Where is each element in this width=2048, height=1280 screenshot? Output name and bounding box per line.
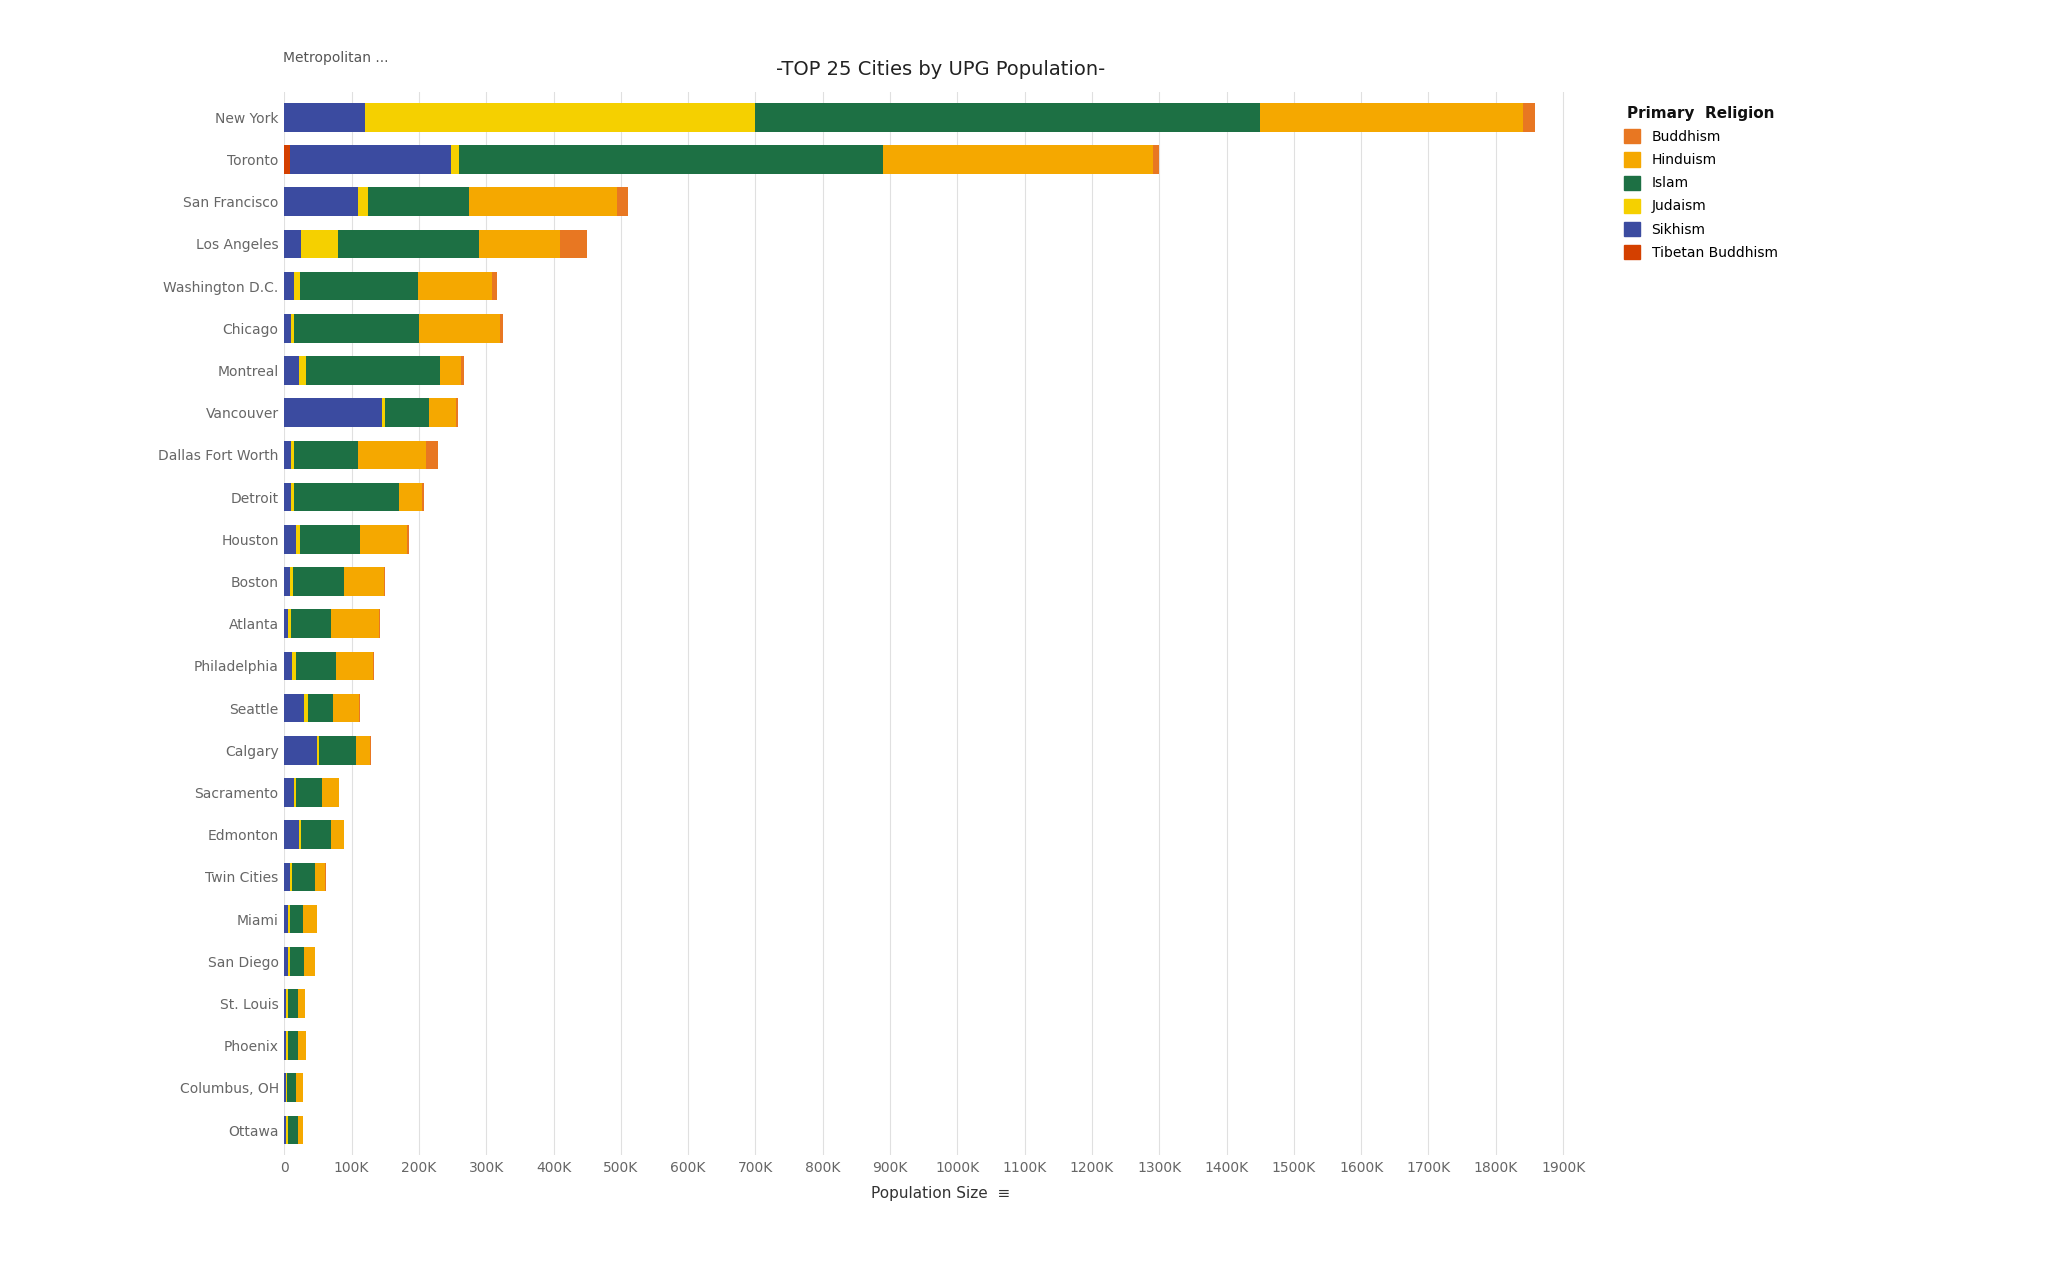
Bar xyxy=(299,271,418,301)
Bar xyxy=(305,694,307,722)
Bar xyxy=(428,398,457,428)
Bar xyxy=(285,820,299,849)
Bar xyxy=(461,356,465,385)
Bar xyxy=(295,314,420,343)
Bar xyxy=(315,863,326,891)
Bar xyxy=(287,609,291,637)
Bar xyxy=(285,398,381,428)
Bar xyxy=(285,145,289,174)
Bar xyxy=(285,652,293,680)
Bar xyxy=(297,1116,303,1144)
Bar xyxy=(285,694,305,722)
Bar xyxy=(285,736,317,764)
Bar xyxy=(299,525,360,554)
Title: -TOP 25 Cities by UPG Population-: -TOP 25 Cities by UPG Population- xyxy=(776,60,1106,79)
Bar xyxy=(285,778,295,806)
Bar xyxy=(303,905,317,933)
Bar xyxy=(307,694,334,722)
Bar xyxy=(285,483,291,512)
Text: Metropolitan ...: Metropolitan ... xyxy=(283,51,389,65)
Bar xyxy=(285,567,289,595)
Bar xyxy=(285,271,295,301)
Bar xyxy=(293,652,295,680)
Bar xyxy=(285,229,301,259)
Bar xyxy=(322,778,338,806)
Bar xyxy=(301,820,332,849)
Bar xyxy=(293,567,344,595)
Bar xyxy=(291,440,295,470)
Bar xyxy=(297,1074,303,1102)
Bar xyxy=(297,778,322,806)
Bar xyxy=(1524,102,1534,132)
Bar xyxy=(285,440,291,470)
Bar xyxy=(360,525,408,554)
Legend: Buddhism, Hinduism, Islam, Judaism, Sikhism, Tibetan Buddhism: Buddhism, Hinduism, Islam, Judaism, Sikh… xyxy=(1616,99,1784,266)
Bar xyxy=(285,187,358,216)
Bar xyxy=(285,314,291,343)
Bar xyxy=(301,229,338,259)
Bar xyxy=(883,145,1153,174)
Bar xyxy=(356,736,371,764)
Bar xyxy=(492,271,498,301)
Bar xyxy=(305,947,315,975)
Bar xyxy=(420,314,500,343)
Bar xyxy=(358,440,426,470)
Bar xyxy=(287,989,299,1018)
Bar xyxy=(287,1116,297,1144)
Bar xyxy=(285,525,297,554)
Bar xyxy=(285,863,289,891)
Bar xyxy=(297,525,299,554)
Bar xyxy=(561,229,588,259)
Bar xyxy=(418,271,492,301)
Bar xyxy=(285,356,299,385)
Bar xyxy=(459,145,883,174)
Bar xyxy=(426,440,438,470)
Bar xyxy=(319,736,356,764)
Bar xyxy=(291,609,332,637)
Bar xyxy=(399,483,422,512)
Bar xyxy=(291,483,295,512)
Bar xyxy=(289,145,451,174)
Bar xyxy=(285,947,287,975)
Bar xyxy=(332,609,379,637)
Bar xyxy=(291,863,315,891)
Bar xyxy=(369,187,469,216)
Bar xyxy=(297,1032,305,1060)
Bar xyxy=(289,905,303,933)
Bar xyxy=(289,947,305,975)
Bar xyxy=(500,314,504,343)
Bar xyxy=(289,567,293,595)
Bar xyxy=(285,905,287,933)
Bar xyxy=(287,1032,297,1060)
Bar xyxy=(440,356,461,385)
Bar xyxy=(451,145,459,174)
Bar xyxy=(381,398,385,428)
Bar xyxy=(295,440,358,470)
Bar xyxy=(756,102,1260,132)
Bar xyxy=(336,652,373,680)
Bar xyxy=(285,609,287,637)
Bar xyxy=(299,989,305,1018)
Bar xyxy=(479,229,561,259)
Bar xyxy=(291,314,295,343)
Bar xyxy=(305,356,440,385)
Bar xyxy=(332,820,344,849)
Bar xyxy=(295,652,336,680)
Bar xyxy=(299,356,305,385)
Bar xyxy=(385,398,428,428)
Bar xyxy=(358,187,369,216)
Bar xyxy=(365,102,756,132)
Bar xyxy=(1260,102,1524,132)
Bar xyxy=(338,229,479,259)
Bar xyxy=(469,187,616,216)
Bar xyxy=(344,567,383,595)
X-axis label: Population Size  ≡: Population Size ≡ xyxy=(870,1187,1010,1201)
Bar xyxy=(295,483,399,512)
Bar xyxy=(1153,145,1159,174)
Bar xyxy=(334,694,358,722)
Bar xyxy=(285,102,365,132)
Bar xyxy=(616,187,627,216)
Bar xyxy=(295,271,299,301)
Bar xyxy=(287,1074,297,1102)
